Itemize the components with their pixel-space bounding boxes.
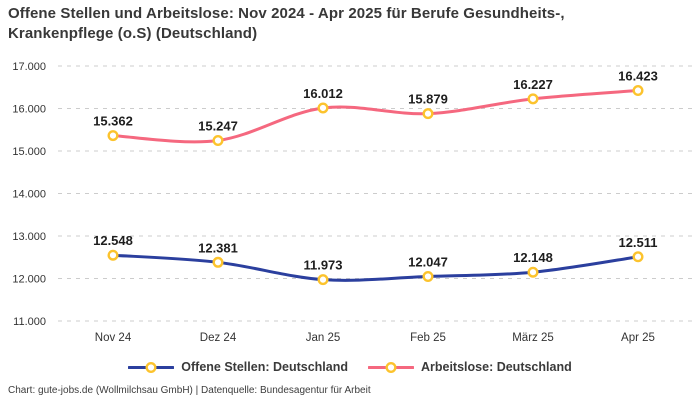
data-point-marker	[422, 271, 434, 283]
chart-title-line1: Offene Stellen und Arbeitslose: Nov 2024…	[8, 5, 565, 22]
series-line-1	[111, 89, 640, 144]
data-point-value-label: 15.879	[408, 92, 448, 107]
chart-title-line2: Krankenpflege (o.S) (Deutschland)	[8, 25, 258, 42]
data-point-value-label: 12.047	[408, 255, 448, 270]
data-point-value-label: 16.012	[303, 86, 343, 101]
data-point-value-label: 16.227	[513, 77, 553, 92]
data-point-marker	[212, 256, 224, 268]
data-point-value-label: 15.247	[198, 119, 238, 134]
chart-title: Offene Stellen und Arbeitslose: Nov 2024…	[8, 4, 648, 44]
y-axis-tick-label: 14.000	[12, 189, 46, 201]
data-point-value-label: 11.973	[303, 258, 342, 273]
data-point-value-label: 12.548	[93, 233, 133, 248]
legend-item-1: Arbeitslose: Deutschland	[367, 360, 572, 374]
x-axis-tick-label: Feb 25	[410, 332, 446, 344]
y-axis-tick-label: 17.000	[12, 61, 46, 73]
y-axis-tick-label: 11.000	[13, 316, 46, 328]
x-axis-tick-label: Nov 24	[95, 332, 132, 344]
data-point-marker	[107, 249, 119, 261]
y-axis-tick-label: 12.000	[12, 274, 46, 286]
x-axis-tick-label: Apr 25	[621, 332, 655, 344]
data-point-marker	[317, 274, 329, 286]
y-axis-tick-label: 13.000	[12, 231, 46, 243]
data-point-marker	[317, 102, 329, 114]
data-point-marker	[107, 130, 119, 142]
y-axis-tick-label: 15.000	[12, 146, 46, 158]
data-point-marker	[527, 93, 539, 105]
x-axis-tick-label: Dez 24	[200, 332, 237, 344]
data-point-value-label: 15.362	[93, 114, 133, 129]
legend-line-swatch-icon	[367, 361, 414, 373]
legend-label: Arbeitslose: Deutschland	[420, 360, 572, 374]
data-point-value-label: 12.381	[198, 240, 238, 255]
data-point-marker	[422, 108, 434, 120]
data-point-value-label: 12.148	[513, 250, 553, 265]
y-axis-tick-label: 16.000	[12, 104, 46, 116]
legend-line-swatch-icon	[128, 361, 175, 373]
data-point-marker	[212, 135, 224, 147]
chart-legend: Offene Stellen: Deutschland Arbeitslose: …	[0, 357, 700, 377]
series-line-0	[111, 253, 640, 282]
x-axis-tick-label: Jan 25	[306, 332, 341, 344]
legend-item-0: Offene Stellen: Deutschland	[128, 360, 348, 374]
data-point-marker	[527, 266, 539, 278]
legend-label: Offene Stellen: Deutschland	[181, 360, 348, 374]
data-point-value-label: 12.511	[618, 235, 657, 250]
chart-footer: Chart: gute-jobs.de (Wollmilchsau GmbH) …	[8, 385, 371, 396]
x-axis-tick-label: März 25	[512, 332, 554, 344]
data-point-marker	[632, 85, 644, 97]
data-point-value-label: 16.423	[618, 69, 658, 84]
data-point-marker	[632, 251, 644, 263]
